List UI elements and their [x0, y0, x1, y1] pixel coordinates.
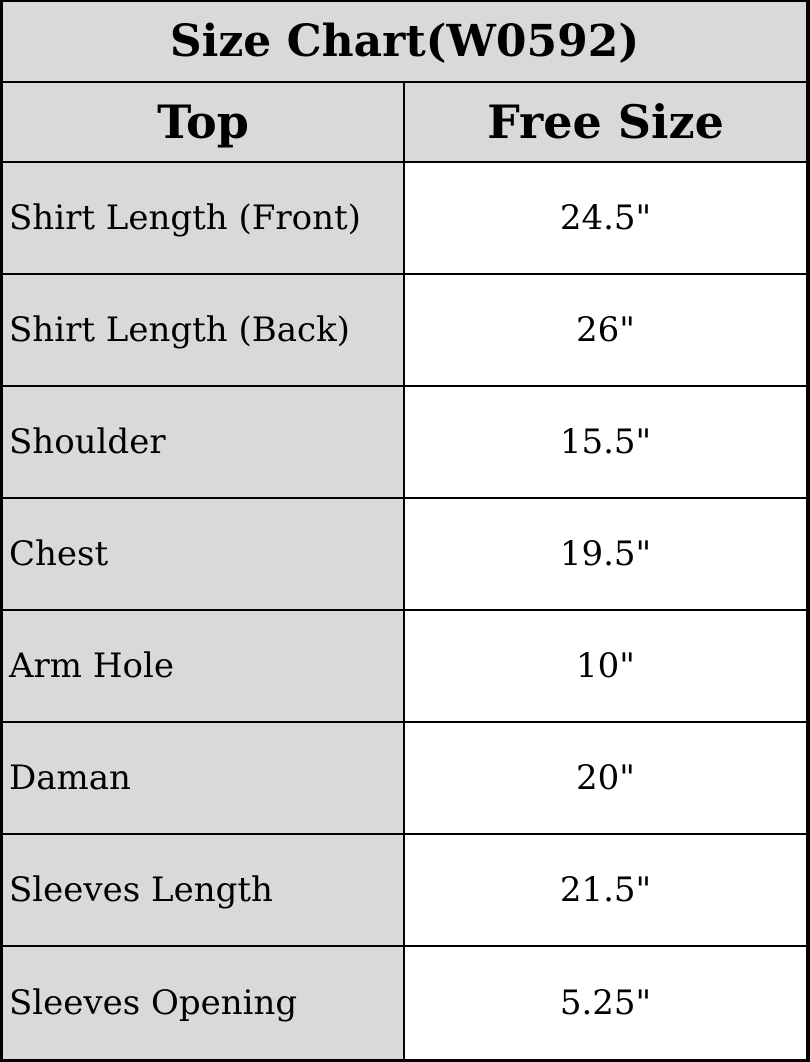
measurement-value: 5.25" [405, 947, 806, 1059]
table-row: Shoulder 15.5" [3, 387, 806, 499]
table-row: Daman 20" [3, 723, 806, 835]
header-free-size: Free Size [405, 83, 806, 161]
measurement-label: Shirt Length (Front) [3, 163, 405, 273]
measurement-label: Shirt Length (Back) [3, 275, 405, 385]
header-row: Top Free Size [3, 83, 806, 163]
measurement-label: Sleeves Length [3, 835, 405, 945]
table-row: Arm Hole 10" [3, 611, 806, 723]
measurement-value: 20" [405, 723, 806, 833]
measurement-value: 24.5" [405, 163, 806, 273]
table-row: Sleeves Opening 5.25" [3, 947, 806, 1059]
measurement-value: 10" [405, 611, 806, 721]
measurement-label: Chest [3, 499, 405, 609]
measurement-value: 21.5" [405, 835, 806, 945]
measurement-value: 15.5" [405, 387, 806, 497]
table-row: Shirt Length (Back) 26" [3, 275, 806, 387]
table-title: Size Chart(W0592) [3, 2, 806, 83]
measurement-label: Daman [3, 723, 405, 833]
measurement-label: Shoulder [3, 387, 405, 497]
table-row: Sleeves Length 21.5" [3, 835, 806, 947]
table-row: Chest 19.5" [3, 499, 806, 611]
measurement-label: Arm Hole [3, 611, 405, 721]
measurement-value: 19.5" [405, 499, 806, 609]
table-row: Shirt Length (Front) 24.5" [3, 163, 806, 275]
measurement-value: 26" [405, 275, 806, 385]
measurement-label: Sleeves Opening [3, 947, 405, 1059]
header-top: Top [3, 83, 405, 161]
